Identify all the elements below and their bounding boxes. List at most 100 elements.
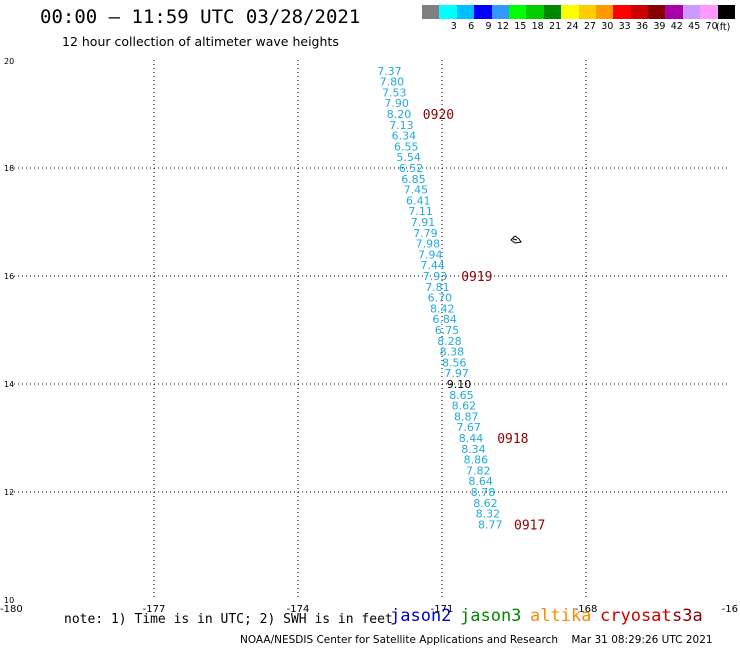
legend-swatch [456, 5, 475, 19]
wave-height-label: 8.65 [449, 389, 474, 402]
map-tick-labels: -180 -177 -174 -171 -168 -16 20 18 16 14 12 10 [0, 57, 738, 615]
wave-height-label: 7.11 [408, 205, 433, 218]
wave-height-label: 8.56 [442, 356, 467, 369]
y-tick-label: 16 [4, 272, 14, 281]
wave-height-label: 8.64 [468, 475, 493, 488]
legend-label: 3 [450, 21, 457, 32]
wave-height-label: 7.13 [389, 119, 414, 132]
wave-height-label: 7.94 [418, 248, 443, 261]
legend-swatch [491, 5, 509, 19]
wave-height-points: 7.377.807.537.908.207.136.346.555.546.52… [377, 65, 502, 532]
legend-swatch [474, 5, 492, 19]
legend-swatch [665, 5, 683, 19]
wave-height-label: 7.53 [382, 86, 407, 99]
legend-label: 39 [653, 21, 666, 32]
pass-time-label: 0917 [514, 518, 545, 533]
satellite-jason3: jason3 [460, 606, 522, 626]
wave-height-label: 8.28 [437, 335, 462, 348]
wave-height-label: 6.75 [435, 324, 460, 337]
footer-note: note: 1) Time is in UTC; 2) SWH is in fe… [64, 612, 393, 627]
pass-time-label: 0918 [497, 432, 528, 447]
satellite-s3a: s3a [672, 606, 703, 626]
legend-label: 42 [670, 21, 683, 32]
wave-height-label: 7.91 [411, 216, 436, 229]
legend-label: 24 [566, 21, 579, 32]
legend-swatch [561, 5, 579, 19]
footer-credit: NOAA/NESDIS Center for Satellite Applica… [240, 634, 713, 646]
y-tick-label: 14 [4, 380, 14, 389]
wave-height-label: 6.55 [394, 140, 419, 153]
legend-label: 9 [485, 21, 492, 32]
wave-height-label: 8.34 [461, 443, 486, 456]
legend-label: 21 [549, 21, 562, 32]
legend-label: 36 [635, 21, 649, 32]
legend-swatches [422, 5, 736, 19]
legend-unit: (ft) [716, 22, 731, 33]
legend-swatch [595, 5, 614, 19]
wave-height-label: 7.93 [423, 270, 448, 283]
legend-swatch [422, 5, 440, 19]
wave-height-label: 7.82 [466, 464, 491, 477]
wave-height-label: 8.42 [430, 302, 455, 315]
legend-label: 45 [688, 21, 701, 32]
wave-height-label: 7.80 [380, 76, 405, 89]
legend-swatch [682, 5, 701, 19]
legend-swatch [717, 5, 736, 19]
legend-swatch [700, 5, 718, 19]
wave-height-label: 5.54 [396, 151, 421, 164]
map-title: 00:00 – 11:59 UTC 03/28/2021 [40, 6, 361, 28]
wave-height-label: 7.45 [404, 184, 429, 197]
satellite-altika: altika [530, 606, 592, 626]
y-tick-label: 18 [4, 164, 14, 173]
wave-height-label: 7.44 [420, 259, 445, 272]
wave-height-label: 8.38 [440, 346, 465, 359]
wave-height-label: 8.62 [473, 497, 498, 510]
wave-height-label: 8.62 [452, 400, 477, 413]
legend-label: 33 [618, 21, 631, 32]
wave-height-label: 9.10 [447, 378, 472, 391]
color-legend: 3 6 9 12 15 18 21 24 27 30 33 36 39 42 45 70 (ft) [422, 5, 736, 33]
legend-swatch [578, 5, 596, 19]
wave-height-label: 8.44 [459, 432, 484, 445]
wave-height-label: 7.37 [377, 65, 402, 78]
pass-time-label: 0919 [461, 270, 492, 285]
legend-swatch [439, 5, 457, 19]
legend-swatch [543, 5, 562, 19]
legend-label: 18 [531, 21, 544, 32]
legend-labels: 3 6 9 12 15 18 21 24 27 30 33 36 39 42 45 70 [422, 21, 735, 32]
legend-label: 15 [514, 21, 527, 32]
legend-swatch [508, 5, 527, 19]
x-tick-label: -171 [431, 604, 454, 615]
x-tick-label: -168 [575, 604, 598, 615]
y-tick-label: 20 [4, 57, 14, 66]
legend-label: 12 [496, 21, 509, 32]
wave-height-label: 6.85 [401, 173, 426, 186]
wave-height-label: 8.87 [454, 410, 479, 423]
pass-time-labels: 0920 0919 0918 0917 [423, 108, 546, 533]
wave-height-label: 6.34 [392, 130, 417, 143]
wave-height-label: 7.90 [384, 97, 409, 110]
wave-height-label: 6.52 [399, 162, 424, 175]
x-tick-label: -174 [287, 604, 310, 615]
legend-label: 70 [705, 21, 718, 32]
map-grid [10, 60, 730, 600]
wave-height-label: 7.97 [444, 367, 469, 380]
legend-label: 30 [601, 21, 614, 32]
wave-height-label: 8.20 [387, 108, 412, 121]
x-tick-label: -16 [722, 604, 738, 615]
legend-swatch [630, 5, 649, 19]
satellite-cryosat: cryosat [600, 606, 672, 626]
wave-height-label: 7.67 [456, 421, 481, 434]
wave-height-label: 7.79 [413, 227, 438, 240]
wave-height-label: 6.70 [428, 292, 453, 305]
wave-height-label: 8.77 [478, 518, 503, 531]
legend-label: 27 [583, 21, 596, 32]
wave-height-label: 6.41 [406, 194, 431, 207]
wave-height-label: 7.98 [416, 238, 441, 251]
pass-time-label: 0920 [423, 108, 454, 123]
map-subtitle: 12 hour collection of altimeter wave hei… [62, 34, 339, 49]
legend-label: 6 [468, 21, 475, 32]
wave-height-label: 7.81 [425, 281, 450, 294]
island-outline-icon [510, 235, 522, 244]
